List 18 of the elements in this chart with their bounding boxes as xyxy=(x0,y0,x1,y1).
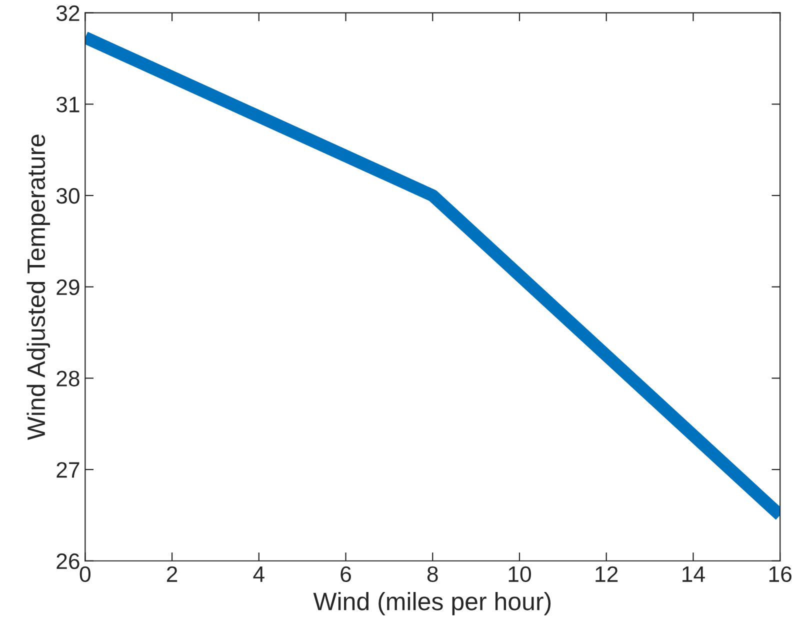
x-axis-title: Wind (miles per hour) xyxy=(313,592,551,616)
y-tick-label: 27 xyxy=(56,462,80,478)
y-tick-label: 31 xyxy=(56,96,80,112)
y-axis-title: Wind Adjusted Temperature xyxy=(26,134,50,440)
x-tick-label: 14 xyxy=(682,566,705,582)
x-tick-label: 10 xyxy=(508,566,531,582)
x-tick-label: 0 xyxy=(80,566,90,582)
y-tick-label: 29 xyxy=(56,279,80,296)
x-tick-label: 8 xyxy=(427,566,438,582)
x-tick-label: 16 xyxy=(769,566,792,582)
x-tick-label: 4 xyxy=(253,566,264,582)
y-tick-label: 30 xyxy=(56,188,80,204)
y-tick-label: 32 xyxy=(56,5,80,22)
x-tick-label: 6 xyxy=(340,566,351,582)
y-tick-label: 26 xyxy=(56,553,80,570)
x-tick-label: 2 xyxy=(166,566,178,582)
x-tick-label: 12 xyxy=(596,566,618,582)
y-tick-label: 28 xyxy=(56,370,80,386)
